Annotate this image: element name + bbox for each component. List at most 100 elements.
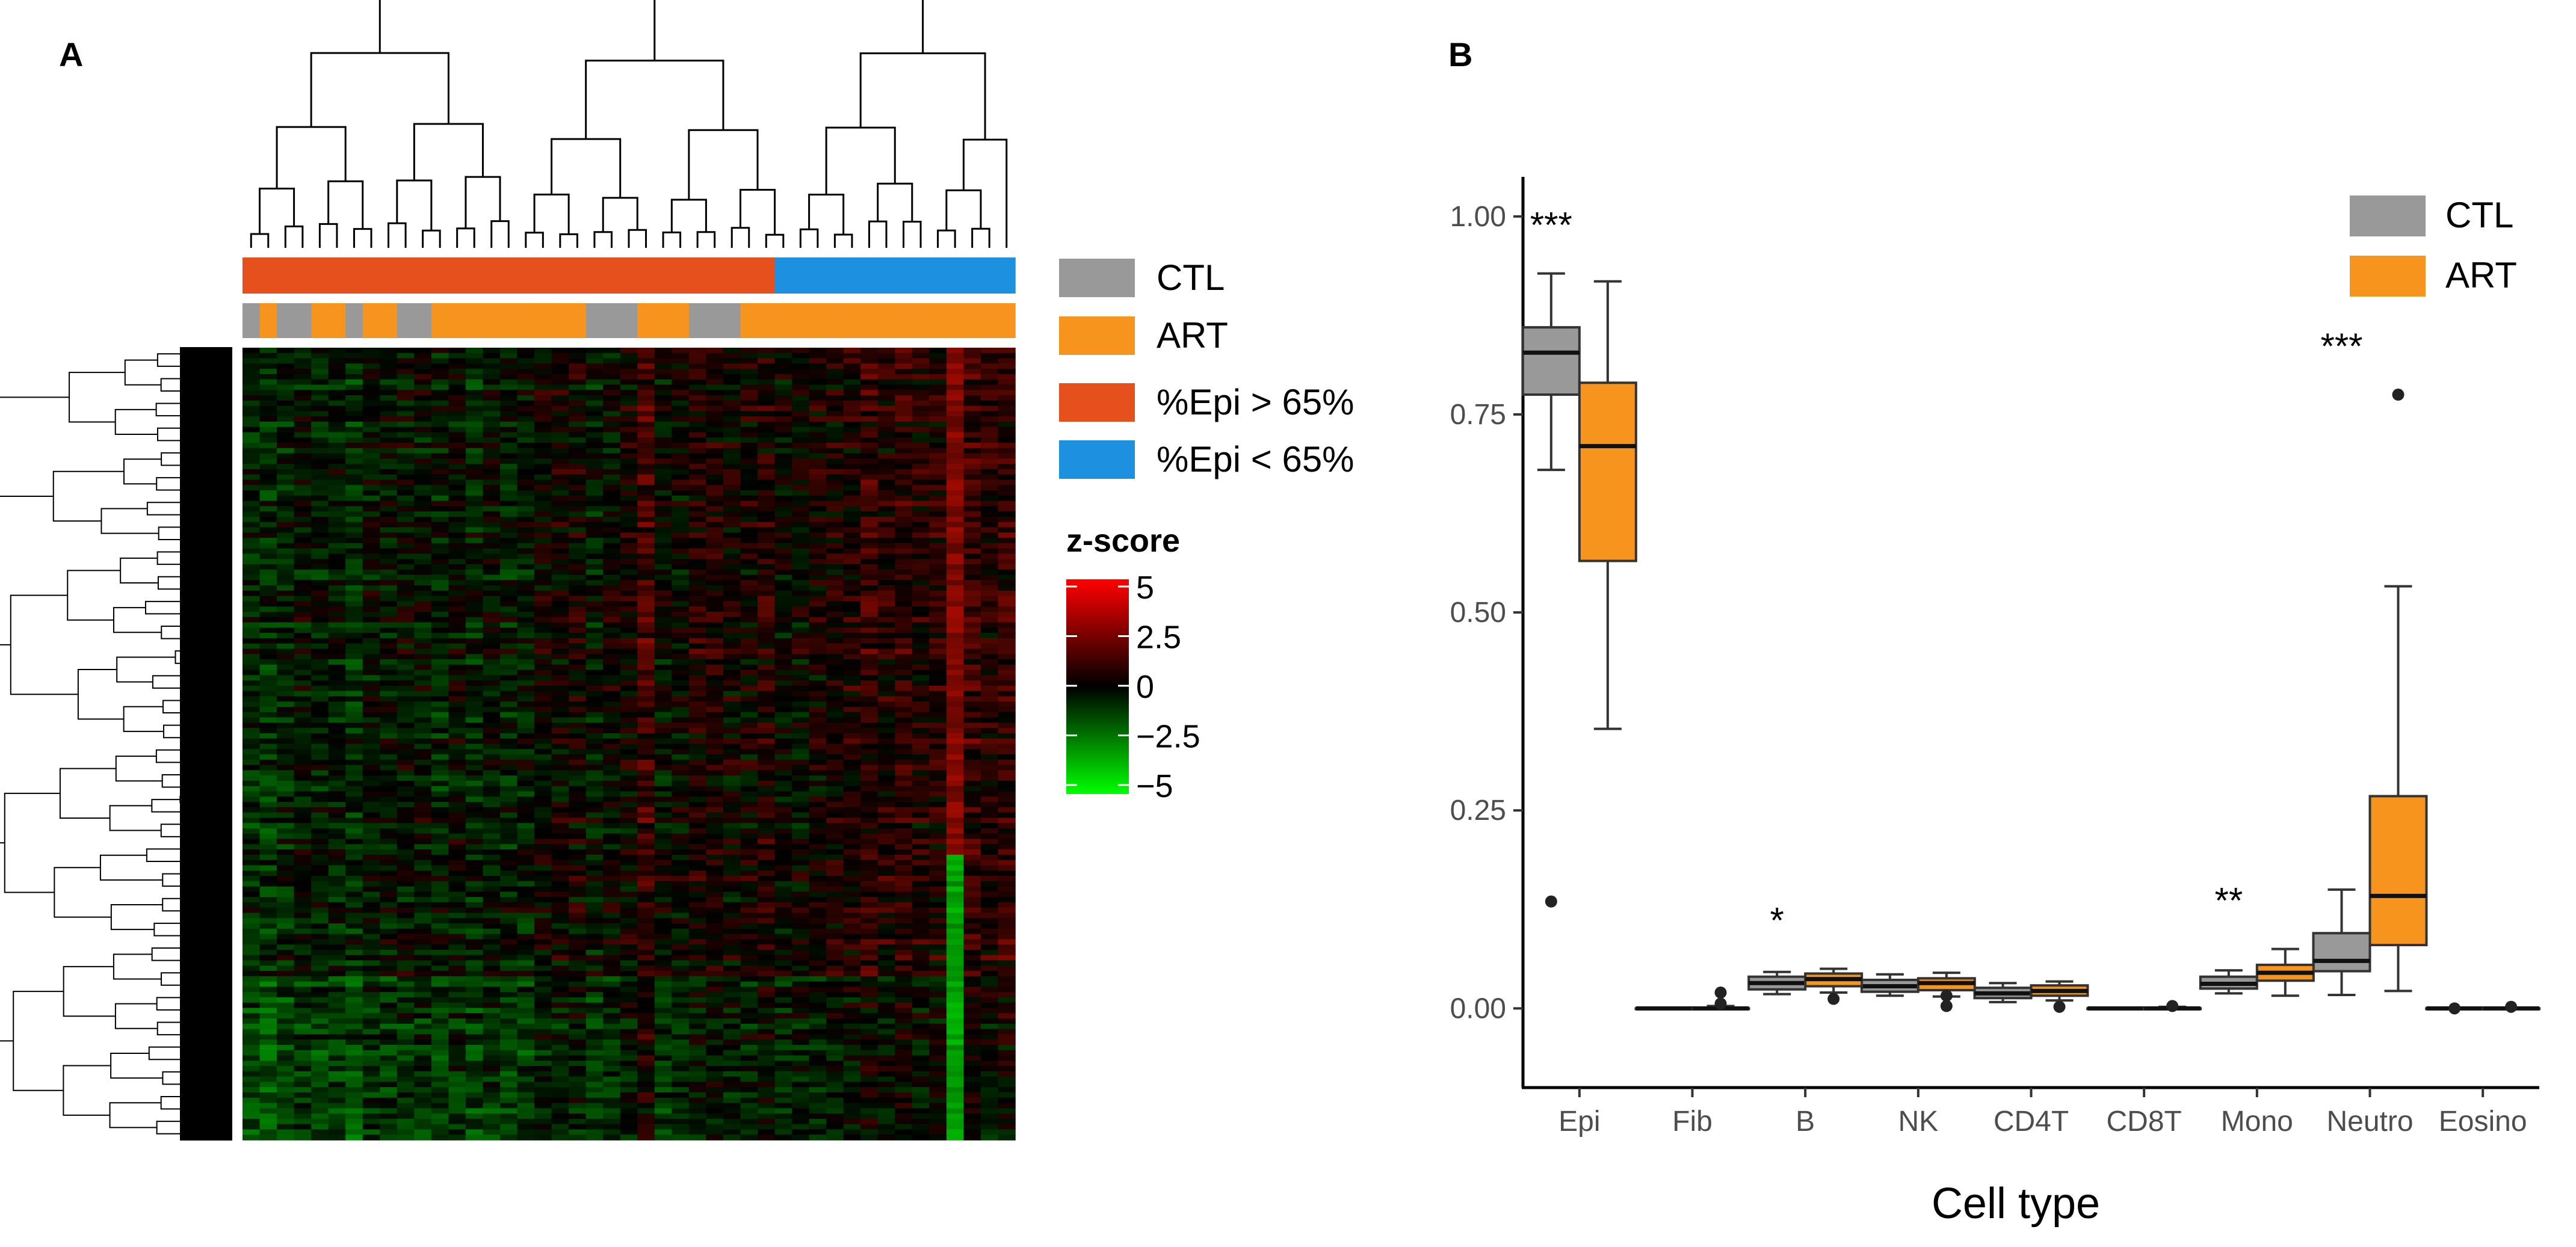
heatmap-cell (809, 854, 827, 861)
heatmap-cell (946, 749, 965, 755)
heatmap-cell (311, 685, 329, 692)
heatmap-cell (895, 633, 913, 639)
heatmap-cell (311, 749, 329, 755)
heatmap-cell (242, 865, 261, 872)
heatmap-cell (517, 464, 535, 470)
heatmap-cell (998, 870, 1016, 876)
heatmap-cell (259, 648, 277, 655)
heatmap-cell (294, 369, 312, 375)
heatmap-cell (946, 770, 965, 776)
heatmap-cell (963, 379, 981, 386)
heatmap-cell (843, 384, 861, 391)
heatmap-cell (380, 405, 398, 412)
heatmap-cell (963, 865, 981, 872)
heatmap-cell (723, 590, 741, 597)
heatmap-cell (517, 569, 535, 576)
heatmap-cell (723, 479, 741, 486)
heatmap-cell (637, 659, 655, 665)
heatmap-cell (294, 654, 312, 660)
heatmap-cell (500, 405, 518, 412)
heatmap-cell (963, 617, 981, 623)
heatmap-cell (585, 532, 604, 538)
heatmap-cell (431, 881, 449, 887)
heatmap-cell (688, 363, 707, 369)
heatmap-cell (483, 421, 501, 428)
heatmap-cell (362, 553, 381, 559)
heatmap-cell (517, 780, 535, 787)
heatmap-cell (414, 854, 432, 861)
heatmap-cell (740, 511, 758, 517)
heatmap-cell (431, 553, 449, 559)
heatmap-cell (860, 643, 879, 650)
heatmap-cell (431, 886, 449, 893)
epi-annotation-cell (912, 257, 930, 294)
heatmap-cell (311, 754, 329, 760)
heatmap-cell (569, 522, 587, 528)
heatmap-cell (843, 823, 861, 829)
heatmap-cell (242, 659, 261, 665)
epi-annotation-cell (620, 257, 638, 294)
heatmap-cell (534, 802, 552, 808)
heatmap-cell (809, 627, 827, 633)
heatmap-cell (362, 379, 381, 386)
heatmap-cell (569, 817, 587, 824)
heatmap-cell (448, 638, 466, 644)
epi-annotation-cell (242, 257, 261, 294)
heatmap-cell (448, 780, 466, 787)
heatmap-cell (311, 691, 329, 697)
heatmap-cell (998, 839, 1016, 845)
heatmap-cell (585, 353, 604, 359)
heatmap-cell (311, 458, 329, 464)
heatmap-cell (380, 601, 398, 608)
heatmap-cell (362, 416, 381, 422)
heatmap-cell (277, 812, 295, 819)
heatmap-cell (912, 522, 930, 528)
heatmap-cell (774, 648, 792, 655)
heatmap-cell (998, 432, 1016, 439)
heatmap-cell (620, 876, 638, 882)
heatmap-cell (758, 411, 776, 417)
heatmap-cell (654, 839, 673, 845)
heatmap-cell (517, 744, 535, 750)
heatmap-cell (431, 485, 449, 491)
heatmap-cell (774, 622, 792, 629)
heatmap-cell (688, 807, 707, 813)
heatmap-cell (740, 680, 758, 686)
heatmap-cell (397, 627, 415, 633)
heatmap-cell (963, 622, 981, 629)
heatmap-cell (843, 495, 861, 502)
heatmap-cell (963, 574, 981, 581)
heatmap-cell (620, 749, 638, 755)
heatmap-cell (672, 802, 690, 808)
heatmap-cell (843, 717, 861, 724)
heatmap-cell (654, 379, 673, 386)
heatmap-cell (534, 664, 552, 671)
heatmap-cell (740, 685, 758, 692)
heatmap-cell (534, 474, 552, 481)
heatmap-cell (328, 770, 346, 776)
heatmap-cell (672, 369, 690, 375)
heatmap-cell (620, 511, 638, 517)
heatmap-cell (534, 791, 552, 798)
heatmap-cell (826, 506, 844, 512)
heatmap-cell (860, 833, 879, 840)
heatmap-cell (500, 627, 518, 633)
heatmap-cell (414, 833, 432, 840)
heatmap-cell (706, 691, 724, 697)
heatmap-cell (294, 411, 312, 417)
epi-annotation-cell (637, 257, 655, 294)
heatmap-cell (654, 701, 673, 707)
heatmap-cell (740, 469, 758, 475)
heatmap-cell (860, 617, 879, 623)
heatmap-cell (380, 854, 398, 861)
heatmap-cell (654, 353, 673, 359)
heatmap-cell (483, 876, 501, 882)
heatmap-cell (929, 379, 947, 386)
heatmap-cell (603, 707, 621, 713)
heatmap-cell (740, 538, 758, 544)
heatmap-cell (603, 469, 621, 475)
heatmap-cell (414, 485, 432, 491)
heatmap-cell (826, 754, 844, 760)
heatmap-cell (483, 680, 501, 686)
heatmap-cell (311, 585, 329, 591)
